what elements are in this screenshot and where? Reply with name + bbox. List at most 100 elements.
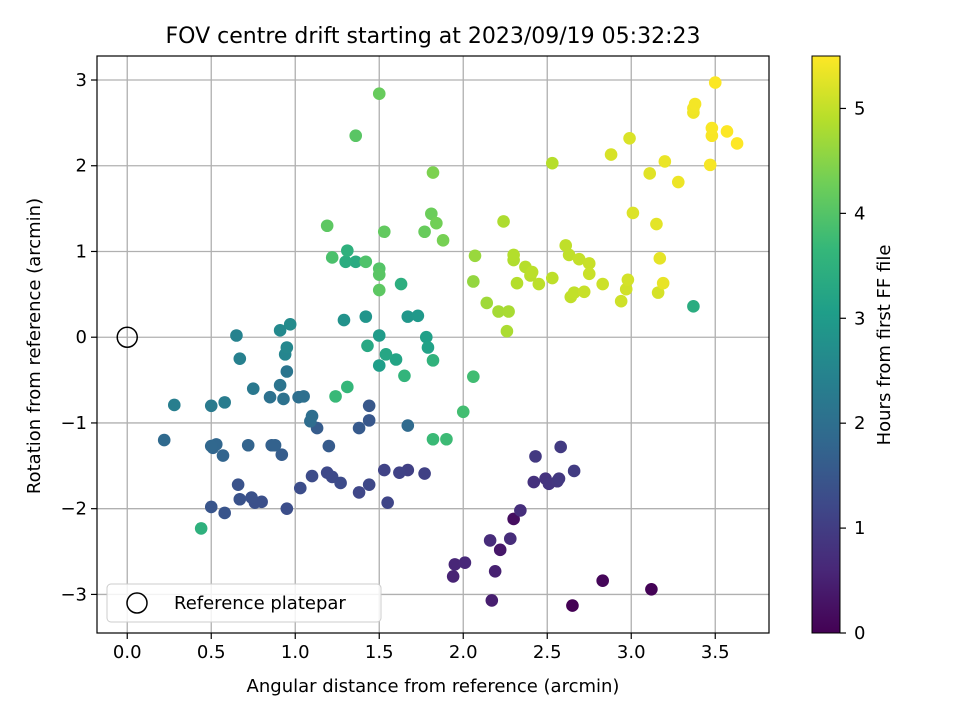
data-point xyxy=(421,341,435,354)
data-point xyxy=(280,365,294,378)
x-axis-label: Angular distance from reference (arcmin) xyxy=(247,676,620,697)
data-point xyxy=(623,132,636,145)
data-point xyxy=(419,330,433,344)
colorbar-tick-label: 2 xyxy=(854,413,865,434)
data-point xyxy=(204,500,218,514)
y-tick-label: −2 xyxy=(60,499,87,520)
data-point xyxy=(507,248,520,262)
data-point xyxy=(273,324,287,337)
plot-area xyxy=(96,55,770,634)
data-point xyxy=(671,175,685,189)
data-point xyxy=(643,167,657,180)
x-tick-label: 1.0 xyxy=(281,642,310,663)
legend-label: Reference platepar xyxy=(174,593,346,614)
data-point xyxy=(398,369,411,383)
data-point xyxy=(280,341,294,354)
data-point xyxy=(687,300,700,313)
data-point xyxy=(394,277,408,291)
data-point xyxy=(651,286,665,299)
data-point xyxy=(372,329,386,342)
grid xyxy=(97,56,769,633)
data-point xyxy=(194,522,208,535)
data-point xyxy=(458,556,472,569)
data-point xyxy=(436,234,450,247)
data-point xyxy=(352,421,366,435)
data-point xyxy=(293,481,307,495)
data-point xyxy=(372,359,386,372)
data-point xyxy=(514,504,527,517)
data-point xyxy=(653,252,667,265)
data-point xyxy=(362,399,376,413)
data-point xyxy=(510,276,524,290)
legend-marker-open-circle xyxy=(126,592,148,614)
data-point xyxy=(596,277,609,291)
data-point xyxy=(485,594,499,607)
data-point xyxy=(263,390,277,404)
data-point xyxy=(216,449,230,462)
data-point xyxy=(582,257,596,270)
x-tick-label: 1.5 xyxy=(365,642,394,663)
y-axis-ticks: −3 −2 −1 0 1 2 3 xyxy=(60,70,97,605)
data-point xyxy=(418,225,431,239)
data-point xyxy=(401,310,415,323)
data-point xyxy=(322,439,336,453)
data-point xyxy=(305,469,319,483)
data-point xyxy=(688,97,702,111)
y-tick-label: −3 xyxy=(60,584,87,605)
data-point xyxy=(341,244,354,257)
data-point xyxy=(425,207,438,221)
data-point xyxy=(708,76,722,89)
colorbar-tick-label: 1 xyxy=(854,518,865,539)
data-point xyxy=(572,252,586,266)
colorbar-ticks: 0 1 2 3 4 5 xyxy=(840,98,865,644)
data-point xyxy=(233,492,247,506)
data-point xyxy=(529,450,542,463)
data-point xyxy=(329,390,342,403)
data-point xyxy=(231,478,245,491)
data-point xyxy=(377,463,391,477)
data-point xyxy=(241,438,255,452)
legend: Reference platepar xyxy=(106,583,382,623)
data-point xyxy=(359,310,373,323)
y-tick-label: 2 xyxy=(76,156,87,177)
data-point xyxy=(545,271,559,285)
data-point xyxy=(277,392,290,406)
data-point xyxy=(275,448,289,461)
data-point xyxy=(273,378,287,392)
data-point xyxy=(246,382,260,395)
data-point xyxy=(492,305,505,318)
data-point xyxy=(305,409,319,423)
data-point xyxy=(204,399,218,413)
data-point xyxy=(218,506,231,520)
data-point xyxy=(488,564,502,578)
reference-marker xyxy=(116,326,138,348)
colorbar-tick-label: 4 xyxy=(854,203,865,224)
legend-box xyxy=(106,583,382,623)
data-point xyxy=(297,390,310,403)
data-point xyxy=(507,512,520,526)
data-point xyxy=(341,380,354,394)
data-point xyxy=(372,283,386,297)
scatter-points xyxy=(157,76,744,612)
data-point xyxy=(614,294,628,308)
data-point xyxy=(362,478,376,491)
data-point xyxy=(157,433,171,447)
data-point xyxy=(245,491,258,504)
data-point xyxy=(448,558,462,571)
data-point xyxy=(377,225,391,239)
data-point xyxy=(645,582,658,596)
data-point xyxy=(705,121,719,135)
data-point xyxy=(497,215,510,228)
data-point xyxy=(401,419,415,432)
data-point xyxy=(468,249,482,263)
colorbar-tick-label: 0 xyxy=(854,623,865,644)
data-point xyxy=(320,219,334,233)
data-point xyxy=(562,248,576,262)
reference-platepar-point xyxy=(116,326,138,348)
data-point xyxy=(218,396,231,409)
data-point xyxy=(527,475,541,489)
data-point xyxy=(393,466,406,479)
data-point xyxy=(359,255,373,269)
data-point xyxy=(446,570,460,583)
data-point xyxy=(619,282,633,296)
